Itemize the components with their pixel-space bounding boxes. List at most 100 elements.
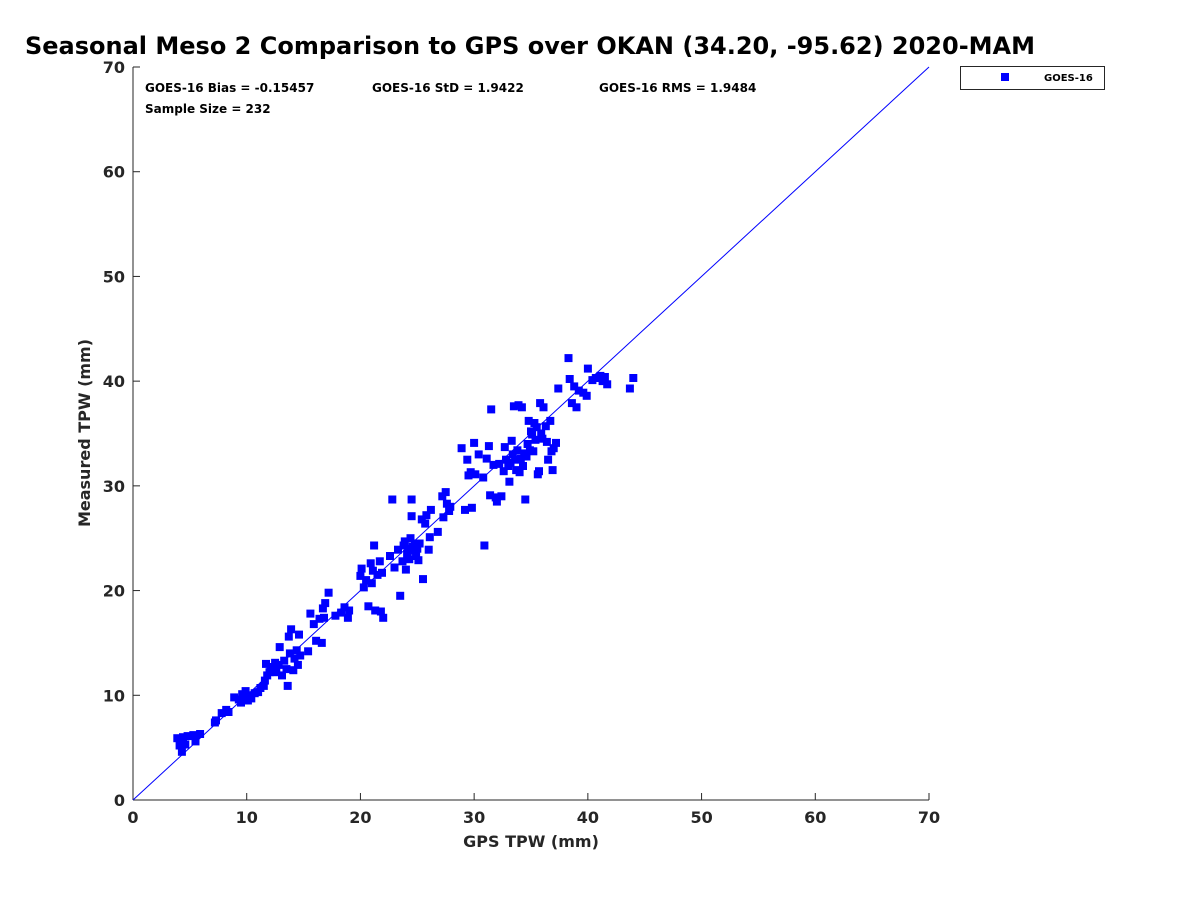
data-point — [438, 492, 447, 501]
data-point — [367, 579, 376, 588]
data-point — [368, 566, 377, 575]
data-point — [479, 473, 488, 482]
data-point — [492, 497, 501, 506]
data-point — [565, 375, 574, 383]
data-point — [290, 654, 299, 663]
data-point — [321, 599, 330, 608]
data-point — [411, 539, 419, 548]
data-point — [318, 604, 327, 613]
data-point — [378, 568, 386, 577]
data-point — [177, 747, 186, 756]
data-point — [356, 571, 365, 580]
data-point — [217, 709, 226, 718]
data-point — [541, 422, 550, 431]
data-point — [278, 671, 286, 680]
data-point — [401, 565, 410, 574]
data-point — [399, 541, 408, 550]
y-tick-label: 40 — [103, 372, 125, 391]
data-point — [247, 694, 256, 703]
data-point — [386, 552, 394, 560]
data-point — [388, 495, 397, 504]
data-point — [176, 737, 185, 746]
data-point — [422, 511, 431, 520]
data-point — [181, 740, 190, 749]
data-point — [407, 495, 416, 504]
data-point — [405, 555, 414, 564]
data-point — [487, 405, 496, 414]
legend-label-goes16: GOES-16 — [1044, 73, 1093, 84]
data-point — [572, 403, 581, 412]
data-point — [546, 416, 555, 425]
data-point — [394, 545, 402, 554]
data-point — [439, 513, 448, 522]
data-point — [306, 609, 315, 618]
data-point — [482, 454, 491, 463]
data-point — [467, 503, 476, 512]
data-point — [508, 450, 517, 459]
data-point — [461, 505, 469, 514]
data-point — [343, 613, 352, 622]
data-point — [309, 620, 318, 629]
data-point — [536, 399, 545, 408]
data-point — [517, 403, 526, 412]
x-tick-label: 20 — [349, 808, 371, 827]
x-tick-label: 60 — [804, 808, 826, 827]
data-point — [544, 455, 553, 464]
data-point — [284, 632, 293, 641]
data-point — [359, 583, 368, 592]
data-point — [537, 429, 546, 438]
data-point — [373, 570, 382, 579]
y-tick-label: 60 — [103, 163, 125, 182]
data-point — [583, 364, 592, 373]
data-point — [486, 491, 495, 500]
sample-size-stat: Sample Size = 232 — [145, 102, 271, 116]
data-point — [403, 549, 412, 558]
data-point — [433, 527, 442, 536]
data-point — [414, 556, 423, 565]
data-point — [564, 354, 573, 363]
data-point — [463, 455, 472, 464]
data-point — [283, 681, 292, 690]
data-point — [289, 666, 298, 675]
data-point — [531, 435, 540, 444]
data-point — [412, 552, 421, 560]
data-point — [280, 656, 289, 665]
data-point — [224, 708, 233, 716]
data-point — [364, 602, 373, 611]
data-point — [425, 533, 434, 542]
data-point — [521, 495, 530, 504]
data-point — [529, 447, 538, 456]
data-point — [549, 444, 558, 453]
x-tick-label: 0 — [127, 808, 138, 827]
data-point — [320, 613, 328, 622]
data-point — [441, 488, 450, 497]
data-point — [519, 462, 527, 470]
data-point — [625, 384, 634, 393]
data-point — [315, 614, 324, 623]
data-point — [179, 733, 187, 742]
data-point — [406, 534, 415, 543]
legend-box — [960, 66, 1105, 90]
data-point — [570, 382, 579, 391]
data-point — [470, 438, 479, 447]
data-point — [287, 625, 296, 634]
data-point — [260, 676, 269, 685]
data-point — [376, 607, 385, 616]
data-point — [212, 716, 220, 725]
data-point — [596, 371, 605, 380]
data-point — [600, 373, 609, 381]
data-point — [554, 384, 563, 393]
data-point — [345, 606, 354, 615]
data-point — [274, 660, 283, 669]
chart-title: Seasonal Meso 2 Comparison to GPS over O… — [25, 32, 1035, 60]
data-point — [471, 470, 480, 479]
data-point — [524, 416, 533, 425]
data-point — [506, 458, 515, 467]
y-tick-label: 30 — [103, 477, 125, 496]
data-point — [304, 647, 313, 656]
data-point — [189, 731, 198, 740]
data-point — [603, 380, 612, 389]
data-point — [539, 403, 548, 412]
data-point — [371, 606, 380, 615]
data-point — [175, 741, 184, 750]
